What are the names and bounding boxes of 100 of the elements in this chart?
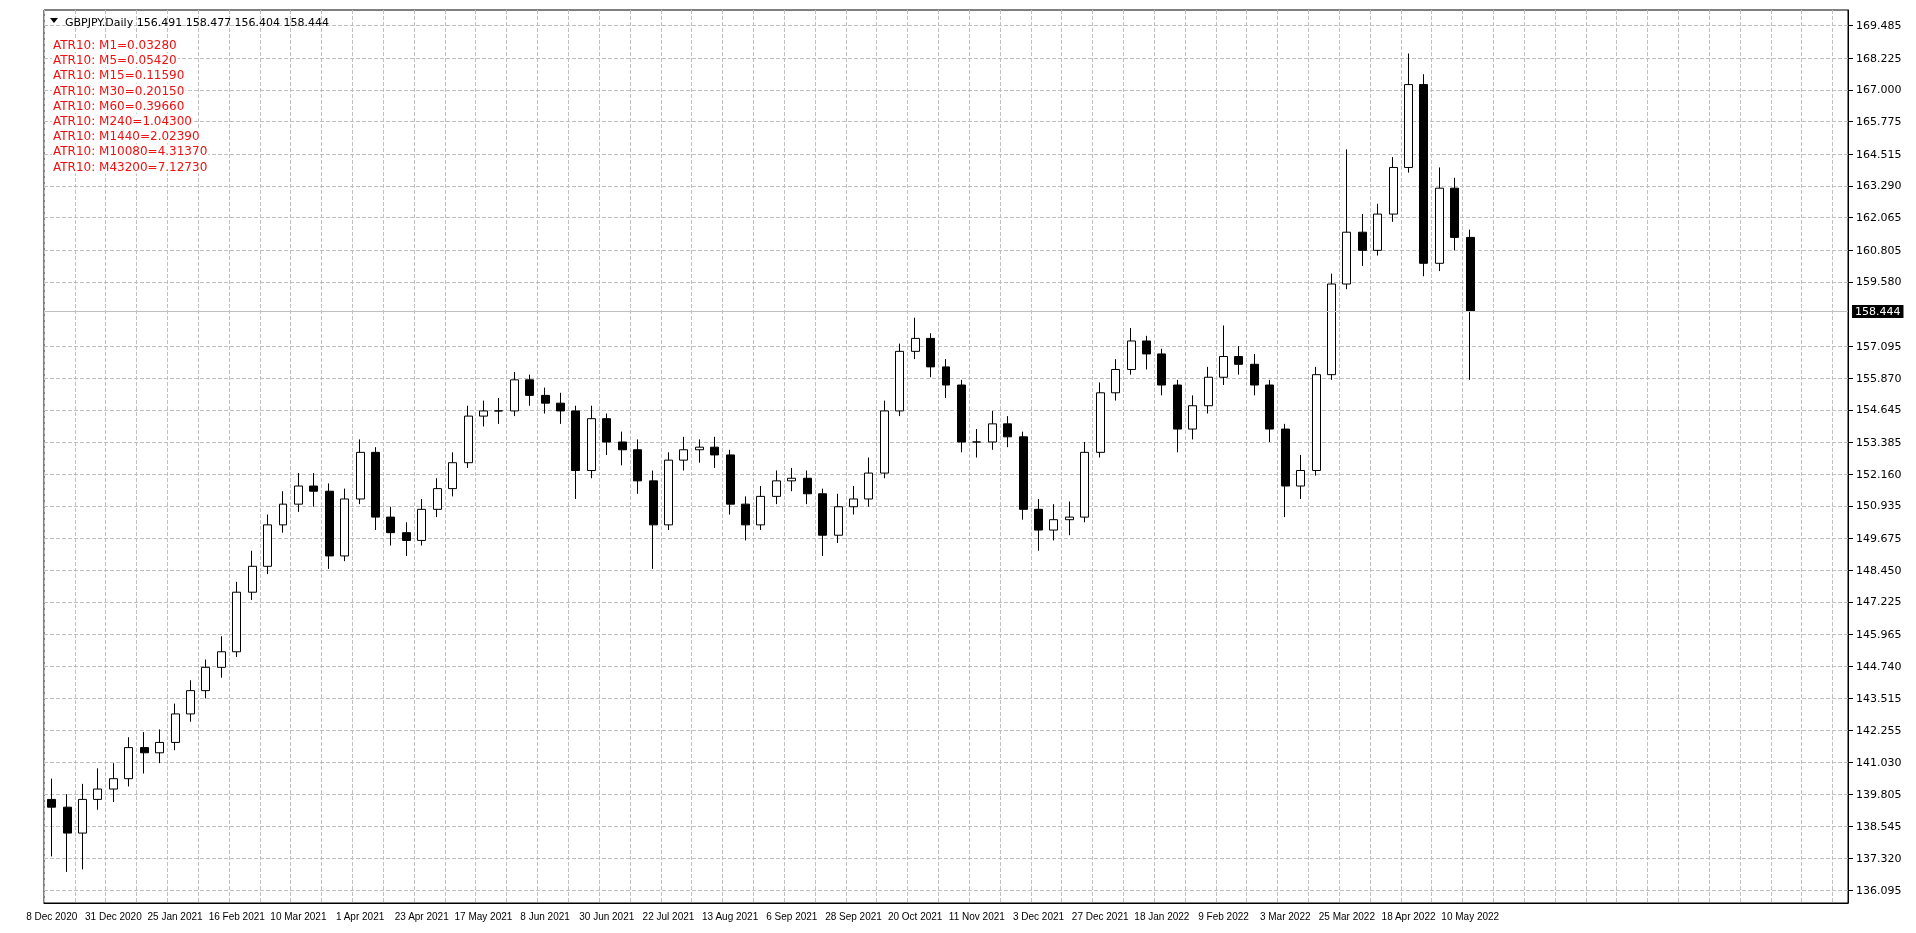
x-tick-label: 13 Aug 2021: [702, 910, 759, 922]
text: GBPJPY.Daily 156.491 158.477 156.404 158.444: [65, 16, 330, 29]
candlestick: [618, 431, 627, 466]
candlestick: [1250, 353, 1259, 396]
candlestick: [1389, 156, 1398, 223]
candlestick: [1281, 423, 1290, 518]
x-tick-label: 11 Nov 2021: [948, 910, 1006, 922]
x-tick-label: 9 Feb 2022: [1198, 910, 1250, 922]
candlestick: [1049, 503, 1058, 541]
candlestick: [710, 436, 719, 469]
x-tick-label: 17 May 2021: [454, 910, 513, 922]
candlestick: [1065, 501, 1074, 536]
x-tick-label: 18 Jan 2022: [1134, 910, 1190, 922]
annotation: ATR10: M60=0.39660: [53, 98, 185, 113]
y-tick-label: 164.515: [1856, 147, 1902, 161]
x-tick-label: 28 Sep 2021: [825, 910, 883, 922]
candlestick: [201, 659, 210, 699]
candlestick: [587, 405, 596, 479]
y-tick-label: 167.000: [1856, 83, 1902, 97]
candlestick: [895, 343, 904, 417]
candlestick: [309, 472, 318, 508]
x-tick-label: 10 May 2022: [1441, 910, 1500, 922]
candlestick: [803, 469, 812, 505]
candlestick: [155, 728, 164, 764]
candlestick: [787, 467, 796, 492]
candlestick: [186, 679, 195, 723]
candlestick: [63, 793, 72, 873]
candlestick: [649, 469, 658, 570]
candlestick: [741, 495, 750, 541]
candlestick: [541, 387, 550, 415]
candlestick: [1173, 379, 1182, 453]
x-tick-label: 1 Apr 2021: [335, 910, 385, 922]
x-tick-label: 10 Mar 2021: [270, 910, 327, 922]
candlestick: [942, 358, 950, 399]
y-tick-label: 159.580: [1856, 275, 1902, 289]
y-tick-label: 144.740: [1856, 659, 1902, 673]
candlestick: [1204, 366, 1213, 415]
candlestick: [1373, 203, 1382, 257]
candlestick: [664, 451, 673, 531]
candlestick: [494, 397, 503, 425]
x-tick-label: 25 Jan 2021: [147, 910, 204, 922]
y-tick-label: 160.805: [1856, 243, 1902, 257]
y-tick-label: 154.645: [1856, 403, 1902, 417]
candlestick: [1342, 148, 1351, 290]
candlestick: [1466, 229, 1475, 381]
candlestick: [1234, 345, 1243, 376]
candlestick: [78, 783, 87, 870]
candlestick: [818, 488, 827, 557]
candlestick: [834, 493, 843, 544]
candlestick: [1034, 498, 1043, 552]
y-tick-label: 145.965: [1856, 628, 1902, 642]
y-tick-label: 142.255: [1856, 724, 1902, 738]
candlestick: [1312, 366, 1321, 477]
y-tick-label: 137.320: [1856, 851, 1902, 865]
candlestick: [1080, 441, 1089, 523]
x-tick-label: 3 Mar 2022: [1259, 910, 1311, 922]
candlestick: [1157, 348, 1166, 396]
x-tick-label: 6 Sep 2021: [766, 910, 818, 922]
candlestick: [402, 521, 411, 557]
candlestick: [109, 762, 118, 803]
candlestick: [1404, 53, 1413, 174]
candlestick: [556, 392, 565, 425]
candlestick: [171, 703, 180, 751]
candlestick: [1111, 358, 1120, 402]
candlestick: [356, 438, 365, 505]
annotation: ATR10: M5=0.05420: [53, 53, 177, 68]
candlestick: [140, 731, 149, 774]
candlestick: [849, 485, 858, 516]
candlestick: [1265, 379, 1274, 443]
candlestick: [263, 514, 272, 575]
y-tick-label: 157.095: [1856, 339, 1902, 353]
candlestick: [1142, 335, 1151, 370]
candlestick: [988, 410, 997, 451]
candlestick: [695, 438, 704, 464]
candlestick: [525, 374, 534, 407]
candlestick: [294, 472, 303, 513]
candlestick: [433, 477, 442, 518]
y-tick-label: 136.095: [1856, 883, 1902, 897]
candlestick: [571, 405, 580, 500]
candlestick: [1358, 213, 1367, 267]
candlestick: [911, 317, 920, 360]
y-tick-label: 169.485: [1856, 18, 1902, 32]
y-tick-label: 153.385: [1856, 435, 1902, 449]
candlestick: [972, 428, 981, 459]
x-tick-label: 8 Jun 2021: [520, 910, 571, 922]
y-tick-label: 138.545: [1856, 820, 1902, 834]
candlestick: [1419, 73, 1428, 277]
candlestick: [1096, 381, 1105, 459]
candlestick: [248, 550, 257, 601]
x-tick-label: 23 Apr 2021: [394, 910, 450, 922]
annotation: ATR10: M15=0.11590: [53, 68, 185, 83]
x-tick-label: 30 Jun 2021: [579, 910, 635, 922]
annotation: ATR10: M1440=2.02390: [53, 129, 200, 144]
candlestick: [448, 451, 457, 497]
candlestick: [602, 413, 611, 456]
x-tick-label: 16 Feb 2021: [208, 910, 266, 922]
y-tick-label: 163.290: [1856, 179, 1902, 193]
candlestick: [1219, 324, 1228, 386]
candlestick: [93, 767, 102, 811]
y-tick-label: 150.935: [1856, 499, 1902, 513]
